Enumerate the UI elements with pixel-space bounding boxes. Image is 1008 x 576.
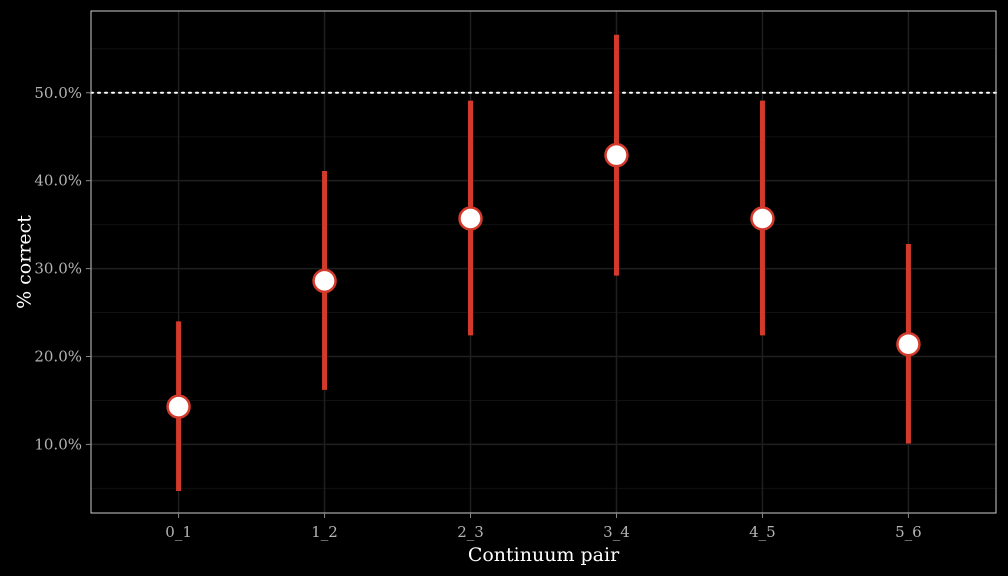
y-tick-label: 20.0% [34,348,82,366]
data-point [166,394,191,419]
y-tick-label: 30.0% [34,260,82,278]
panel-border [90,10,997,514]
axis-layer: 10.0% 20.0% 30.0% 40.0% 50.0% 0_1 1_2 2_3 3_4 4_5… [34,84,921,541]
x-axis-title: Continuum pair [468,544,620,566]
data-point [896,331,921,357]
x-tick-label: 1_2 [311,523,338,541]
x-tick-label: 5_6 [895,523,922,541]
data-point [312,268,337,294]
y-tick-label: 40.0% [34,172,82,190]
x-tick-label: 2_3 [457,523,484,541]
x-tick-label: 4_5 [749,523,776,541]
point-layer [166,142,921,419]
data-point [458,206,483,231]
data-point [604,142,629,168]
data-point [750,206,775,231]
x-tick-label: 0_1 [165,523,192,541]
y-tick-label: 10.0% [34,435,82,453]
y-tick-label: 50.0% [34,84,82,102]
y-axis-title: % correct [14,215,36,309]
x-tick-label: 3_4 [603,523,630,541]
